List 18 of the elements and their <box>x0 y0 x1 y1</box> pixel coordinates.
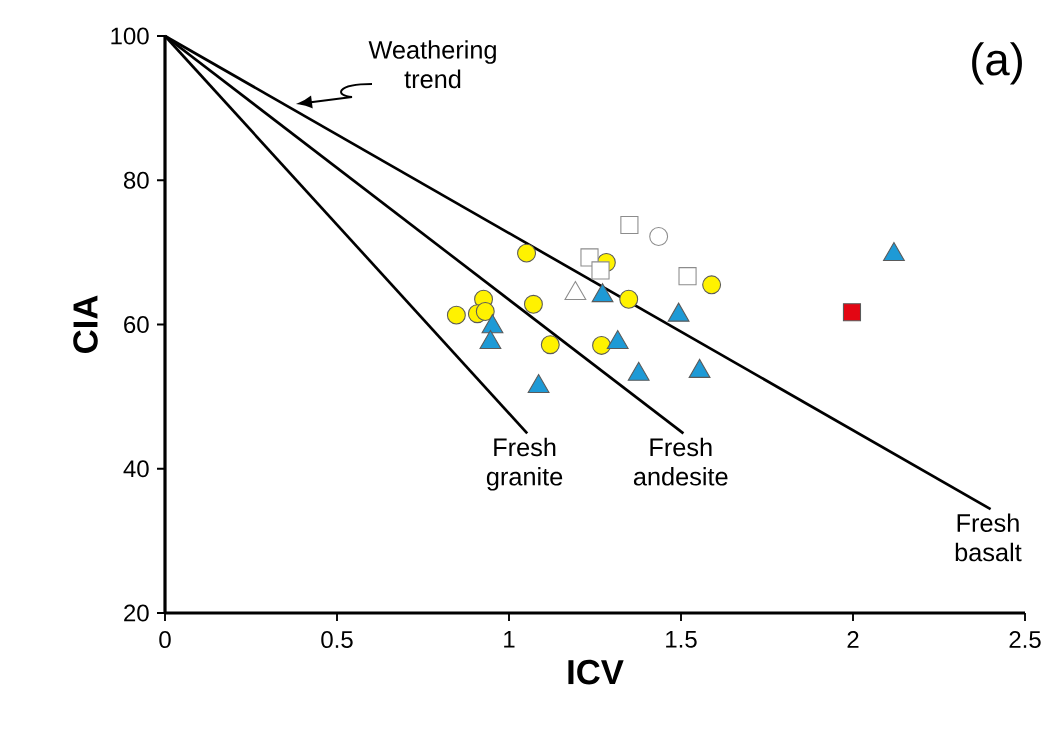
x-tick-label: 2.5 <box>1009 631 1041 649</box>
x-tick-label: 1.5 <box>666 631 697 648</box>
x-tick-label: 1 <box>504 631 515 648</box>
annotation: (a) <box>972 42 1022 85</box>
annotation: Weathering trend <box>368 40 496 89</box>
x-tick-label: 2 <box>847 631 859 648</box>
annotation: Fresh basalt <box>955 513 1022 562</box>
y-tick-label: 60 <box>124 316 149 333</box>
y-tick-label: 80 <box>123 171 149 189</box>
x-axis-title: ICV <box>568 659 624 685</box>
y-tick-label: 40 <box>123 460 149 478</box>
annotation: Fresh andesite <box>633 437 728 486</box>
y-tick-label: 20 <box>124 604 149 622</box>
x-tick-label: 0.5 <box>321 631 353 649</box>
annotation: Fresh granite <box>486 437 563 491</box>
x-tick-label: 0 <box>159 631 171 649</box>
y-tick-label: 100 <box>111 27 149 45</box>
y-axis-title: CIA <box>73 295 98 353</box>
